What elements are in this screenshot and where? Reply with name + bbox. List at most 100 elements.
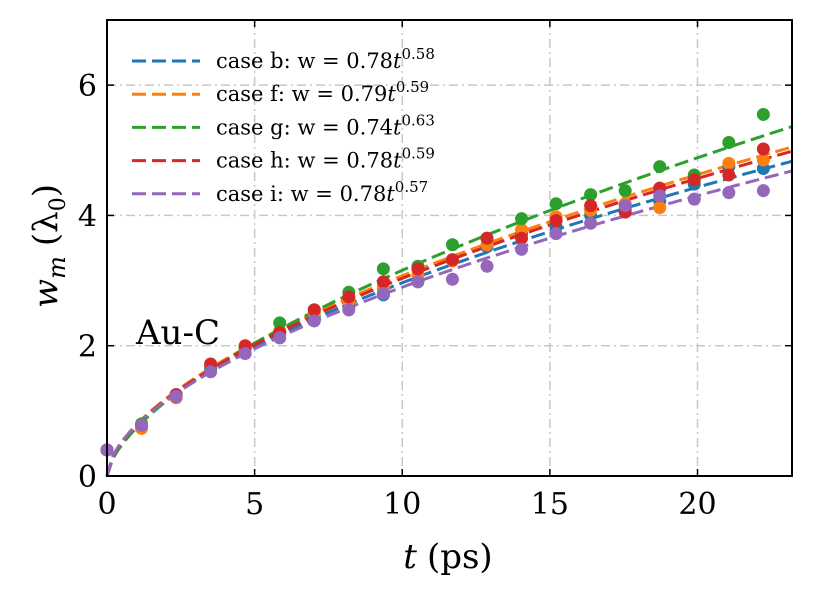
legend-exp: 0.57: [395, 178, 428, 196]
point-case-h: [549, 214, 563, 228]
point-case-h: [687, 173, 701, 187]
point-case-i: [411, 275, 425, 289]
point-case-i: [549, 227, 563, 241]
fit-lines: [105, 125, 793, 477]
point-case-h: [584, 199, 598, 213]
point-case-i: [445, 272, 459, 286]
point-case-i: [238, 347, 252, 361]
legend-coef: 0.79: [341, 82, 388, 106]
legend-exp: 0.58: [402, 45, 435, 63]
y-axis-var: w: [26, 279, 66, 308]
legend-var: t: [393, 115, 402, 139]
point-case-g: [376, 262, 390, 276]
point-case-i: [135, 418, 149, 432]
point-case-i: [515, 242, 529, 256]
point-case-g: [445, 238, 459, 252]
point-case-h: [515, 231, 529, 245]
point-case-h: [445, 253, 459, 267]
point-case-f: [653, 201, 667, 215]
x-axis-var: t: [403, 537, 417, 577]
x-tick-label: 10: [383, 487, 421, 522]
fit-line-case-h: [105, 149, 793, 477]
point-case-i: [722, 186, 736, 200]
legend-exp: 0.59: [402, 145, 435, 163]
legend-coef: 0.78: [346, 49, 393, 73]
y-axis-unit-close: ): [26, 184, 66, 197]
point-case-i: [273, 331, 287, 345]
legend-label: case f: w = 0.79t0.59: [216, 78, 429, 106]
point-case-g: [722, 135, 736, 149]
y-tick-label: 4: [78, 199, 97, 234]
point-case-h: [756, 142, 770, 156]
x-tick-label: 15: [531, 487, 569, 522]
legend-prefix: case g: w =: [216, 115, 346, 139]
point-case-i: [584, 216, 598, 230]
y-tick-label: 6: [78, 69, 97, 104]
fit-line-case-i: [105, 169, 793, 477]
point-case-h: [722, 168, 736, 182]
point-case-g: [273, 316, 287, 330]
x-tick-label: 0: [97, 487, 116, 522]
legend-prefix: case b: w =: [216, 49, 346, 73]
y-tick-label: 2: [78, 330, 97, 365]
legend-item-case-f: case f: w = 0.79t0.59: [132, 78, 429, 106]
x-axis-label: t (ps): [403, 537, 492, 577]
point-case-i: [653, 189, 667, 203]
x-tick-label: 20: [678, 487, 716, 522]
legend-item-case-i: case i: w = 0.78t0.57: [132, 178, 428, 206]
legend-item-case-b: case b: w = 0.78t0.58: [132, 45, 435, 73]
y-axis-unit: (λ: [26, 211, 66, 246]
point-case-g: [584, 188, 598, 202]
point-case-i: [376, 287, 390, 301]
legend-exp: 0.63: [402, 111, 435, 129]
legend-label: case g: w = 0.74t0.63: [216, 111, 435, 139]
point-case-h: [342, 290, 356, 304]
point-case-i: [342, 303, 356, 317]
point-case-i: [307, 314, 321, 328]
legend-label: case h: w = 0.78t0.59: [216, 145, 435, 173]
y-axis-unit-sub: 0: [46, 197, 71, 211]
point-case-i: [687, 192, 701, 206]
point-case-i: [204, 365, 218, 379]
legend-coef: 0.78: [346, 149, 393, 173]
x-axis-unit: (ps): [427, 537, 493, 577]
legend-label: case i: w = 0.78t0.57: [216, 178, 428, 206]
legend-coef: 0.78: [340, 182, 387, 206]
point-case-h: [480, 231, 494, 245]
y-axis-sub: m: [43, 256, 71, 279]
y-tick-label: 0: [78, 460, 97, 495]
plot-frame: [106, 19, 793, 477]
legend-item-case-h: case h: w = 0.78t0.59: [132, 145, 435, 173]
grid: [107, 20, 792, 476]
point-case-g: [756, 107, 770, 121]
legend-var: t: [393, 49, 402, 73]
point-case-g: [653, 160, 667, 174]
legend-prefix: case i: w =: [216, 182, 340, 206]
point-case-h: [376, 275, 390, 289]
point-case-f: [756, 153, 770, 167]
legend-var: t: [387, 82, 396, 106]
annotation-label: Au-C: [135, 313, 220, 353]
legend-prefix: case f: w =: [216, 82, 341, 106]
point-case-f: [722, 156, 736, 170]
legend-prefix: case h: w =: [216, 149, 346, 173]
point-case-g: [549, 197, 563, 211]
point-case-i: [756, 184, 770, 198]
x-tick-label: 5: [245, 487, 264, 522]
point-case-g: [515, 212, 529, 226]
legend-label: case b: w = 0.78t0.58: [216, 45, 435, 73]
point-case-h: [411, 262, 425, 276]
point-case-i: [618, 199, 632, 213]
point-case-g: [618, 184, 632, 198]
data-points: [100, 107, 770, 457]
legend-var: t: [393, 149, 402, 173]
legend-exp: 0.59: [396, 78, 429, 96]
legend-coef: 0.74: [346, 115, 393, 139]
point-case-i: [480, 259, 494, 273]
legend-item-case-g: case g: w = 0.74t0.63: [132, 111, 435, 139]
point-case-i: [169, 390, 183, 404]
point-case-h: [307, 303, 321, 317]
legend-var: t: [386, 182, 395, 206]
